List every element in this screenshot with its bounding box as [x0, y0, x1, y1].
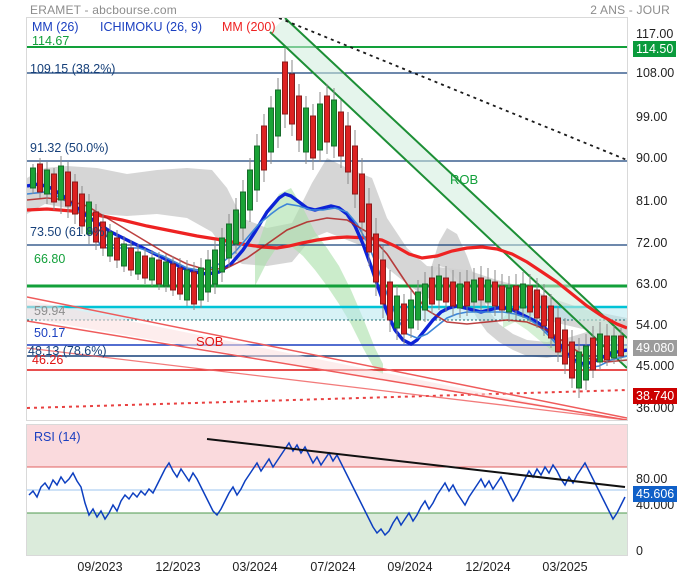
- annotation-level-6680: 66.80: [34, 252, 66, 266]
- price-axis-label-4: 81.00: [636, 194, 668, 208]
- rsi-chart-panel[interactable]: [26, 424, 628, 556]
- price-axis-label-2: 99.00: [636, 110, 668, 124]
- ichimoku-kijun-line: [27, 197, 627, 363]
- legend-mm200[interactable]: MM (200): [222, 20, 276, 34]
- rsi-line: [28, 441, 626, 537]
- legend-ichimoku[interactable]: ICHIMOKU (26, 9): [100, 20, 203, 34]
- x-axis-tick-0: 09/2023: [77, 560, 123, 574]
- price-badge-49.080: 49.080: [633, 340, 678, 356]
- annotation-level-4626: 46.26: [32, 353, 64, 367]
- x-axis-tick-2: 03/2024: [232, 560, 278, 574]
- rsi-trendline: [206, 438, 626, 488]
- rsi-overbought-zone: [27, 425, 627, 467]
- chart-period-label: 2 ANS - JOUR: [590, 3, 670, 17]
- x-axis-tick-1: 12/2023: [155, 560, 201, 574]
- rsi-chart-canvas: [27, 425, 627, 555]
- green-descending-channel: [269, 18, 627, 369]
- price-badge-114.50: 114.50: [633, 41, 677, 57]
- price-axis-label-1: 108.00: [636, 66, 675, 80]
- price-axis-label-0: 117.00: [636, 27, 674, 41]
- price-chart-canvas: [27, 18, 627, 420]
- x-axis-tick-4: 09/2024: [387, 560, 433, 574]
- chart-title: ERAMET - abcbourse.com: [30, 3, 177, 17]
- red-declining-channel: [27, 296, 627, 420]
- annotation-level-5994: 59.94: [34, 304, 66, 318]
- annotation-level-5017: 50.17: [34, 326, 66, 340]
- rsi-badge-45.606: 45.606: [633, 486, 678, 502]
- annotation-fib-786: 48.13 (78.6%): [28, 344, 107, 358]
- annotation-fib-382: 109.15 (38.2%): [30, 62, 116, 76]
- mm26-line: [27, 182, 627, 366]
- annotation-fib-500: 91.32 (50.0%): [30, 141, 109, 155]
- x-axis-tick-3: 07/2024: [310, 560, 356, 574]
- annotation-fib-618: 73.50 (61.8%): [30, 225, 109, 239]
- x-axis-tick-5: 12/2024: [465, 560, 511, 574]
- annotation-sob: SOB: [196, 334, 224, 349]
- rsi-axis-label-0: 80.00: [636, 472, 668, 486]
- rsi-axis-label-2: 0: [636, 544, 643, 558]
- price-badge-38.740: 38.740: [633, 388, 678, 404]
- legend-last-value: 114.67: [32, 34, 70, 48]
- price-axis-label-6: 63.00: [636, 277, 668, 291]
- support-trendline-dotted: [27, 389, 627, 409]
- rsi-indicator-label: RSI (14): [34, 430, 81, 444]
- legend-mm26[interactable]: MM (26): [32, 20, 79, 34]
- price-axis-label-8: 45.000: [636, 359, 675, 373]
- price-axis-label-5: 72.00: [636, 236, 668, 250]
- price-axis-label-7: 54.00: [636, 318, 668, 332]
- ichimoku-tenkan-line: [27, 191, 627, 369]
- x-axis-tick-6: 03/2025: [542, 560, 588, 574]
- price-chart-panel[interactable]: [26, 17, 628, 421]
- price-axis-label-9: 36.000: [636, 401, 675, 415]
- candlestick-series: [30, 48, 624, 398]
- price-axis-label-3: 90.00: [636, 151, 668, 165]
- rsi-oversold-zone: [27, 513, 627, 555]
- annotation-rob: ROB: [450, 172, 479, 187]
